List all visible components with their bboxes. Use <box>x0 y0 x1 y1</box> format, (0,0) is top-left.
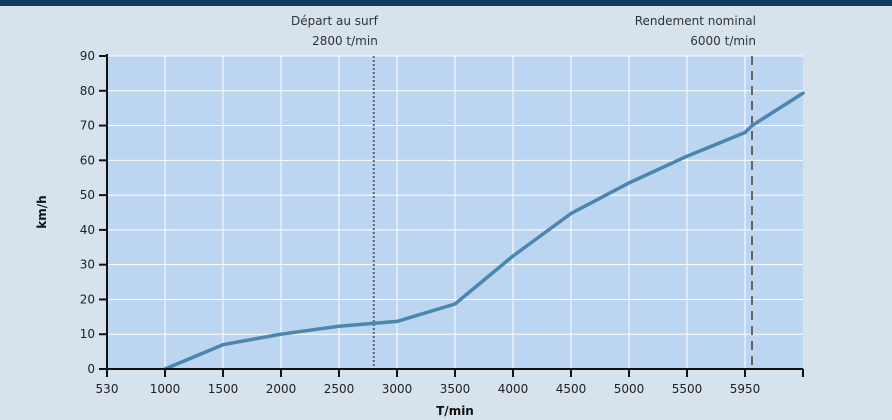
y-tick-label: 50 <box>80 188 95 202</box>
x-tick-label: 3500 <box>440 382 471 396</box>
annotation-label-1-line2: 2800 t/min <box>312 34 378 48</box>
x-tick-label: 1000 <box>150 382 181 396</box>
x-tick-label: 1500 <box>208 382 239 396</box>
x-axis-title: T/min <box>436 404 474 418</box>
x-tick-label: 2500 <box>324 382 355 396</box>
y-tick-label: 20 <box>80 292 95 306</box>
y-tick-label: 70 <box>80 119 95 133</box>
annotation-label-2-line2: 6000 t/min <box>690 34 756 48</box>
annotation-label-2-line1: Rendement nominal <box>635 14 756 28</box>
top-bar <box>0 0 892 6</box>
x-tick-label: 5000 <box>614 382 645 396</box>
y-tick-label: 80 <box>80 84 95 98</box>
y-tick-label: 0 <box>87 362 95 376</box>
series-line-1 <box>163 91 805 371</box>
x-tick-label: 5500 <box>672 382 703 396</box>
y-tick-label: 10 <box>80 327 95 341</box>
x-tick-label: 4000 <box>498 382 529 396</box>
x-tick-label: 2000 <box>266 382 297 396</box>
x-tick-label: 530 <box>96 382 119 396</box>
y-tick-label: 40 <box>80 223 95 237</box>
x-tick-label: 4500 <box>556 382 587 396</box>
y-tick-label: 30 <box>80 258 95 272</box>
y-tick-label: 90 <box>80 49 95 63</box>
y-tick-label: 60 <box>80 153 95 167</box>
x-tick-label: 3000 <box>382 382 413 396</box>
y-axis-title: km/h <box>35 195 49 228</box>
x-tick-label: 5950 <box>730 382 761 396</box>
annotation-label-1-line1: Départ au surf <box>291 14 379 28</box>
